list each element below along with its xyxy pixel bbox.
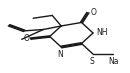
Text: N: N bbox=[58, 50, 63, 59]
Text: Na: Na bbox=[109, 57, 119, 66]
Text: NH: NH bbox=[96, 28, 108, 37]
Text: O: O bbox=[90, 8, 96, 17]
Text: O: O bbox=[24, 34, 29, 43]
Text: S: S bbox=[90, 57, 95, 66]
